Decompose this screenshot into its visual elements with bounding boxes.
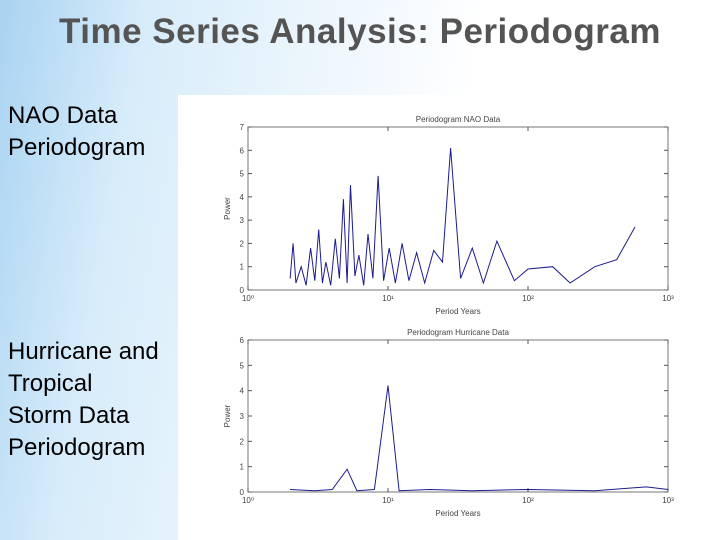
y-axis-label: Power <box>223 197 232 220</box>
x-axis-label: Period Years <box>435 509 480 518</box>
plot-frame <box>247 339 669 493</box>
x-axis-label: Period Years <box>435 307 480 316</box>
x-tick-label: 10⁰ <box>242 294 254 303</box>
chart-title: Periodogram NAO Data <box>416 115 501 124</box>
x-tick-label: 10⁰ <box>242 496 254 505</box>
x-tick-label: 10² <box>522 294 534 303</box>
y-tick-label: 0 <box>240 286 245 295</box>
y-tick-label: 7 <box>240 123 245 132</box>
caption: Hurricane and Tropical Storm Data Period… <box>8 338 159 461</box>
x-tick-label: 10¹ <box>382 294 394 303</box>
figure: Periodogram NAO Data Period Years Power 0 1 2… <box>223 115 674 518</box>
caption: NAO Data Periodogram <box>8 102 146 161</box>
x-tick-label: 10² <box>522 496 534 505</box>
figure-panel: Periodogram NAO Data Period Years Power 0 1 2… <box>178 95 720 540</box>
y-tick-label: 6 <box>240 146 245 155</box>
y-tick-label: 2 <box>240 239 245 248</box>
x-tick-label: 10³ <box>662 496 674 505</box>
plot-frame <box>247 126 669 291</box>
y-axis-label: Power <box>223 404 232 427</box>
data-line <box>289 147 636 286</box>
y-tick-label: 3 <box>240 412 245 421</box>
y-tick-label: 3 <box>240 216 245 225</box>
slide-title: Time Series Analysis: Periodogram <box>58 12 661 51</box>
y-tick-label: 4 <box>240 387 245 396</box>
y-tick-label: 6 <box>240 336 245 345</box>
y-tick-label: 5 <box>240 361 245 370</box>
y-tick-label: 1 <box>240 263 245 272</box>
x-tick-label: 10³ <box>662 294 674 303</box>
y-tick-label: 1 <box>240 463 245 472</box>
y-tick-label: 4 <box>240 193 245 202</box>
y-tick-label: 2 <box>240 437 245 446</box>
y-tick-label: 5 <box>240 170 245 179</box>
y-tick-label: 0 <box>240 488 245 497</box>
data-line <box>290 385 669 492</box>
chart-title: Periodogram Hurricane Data <box>407 328 509 337</box>
x-tick-label: 10¹ <box>382 496 394 505</box>
